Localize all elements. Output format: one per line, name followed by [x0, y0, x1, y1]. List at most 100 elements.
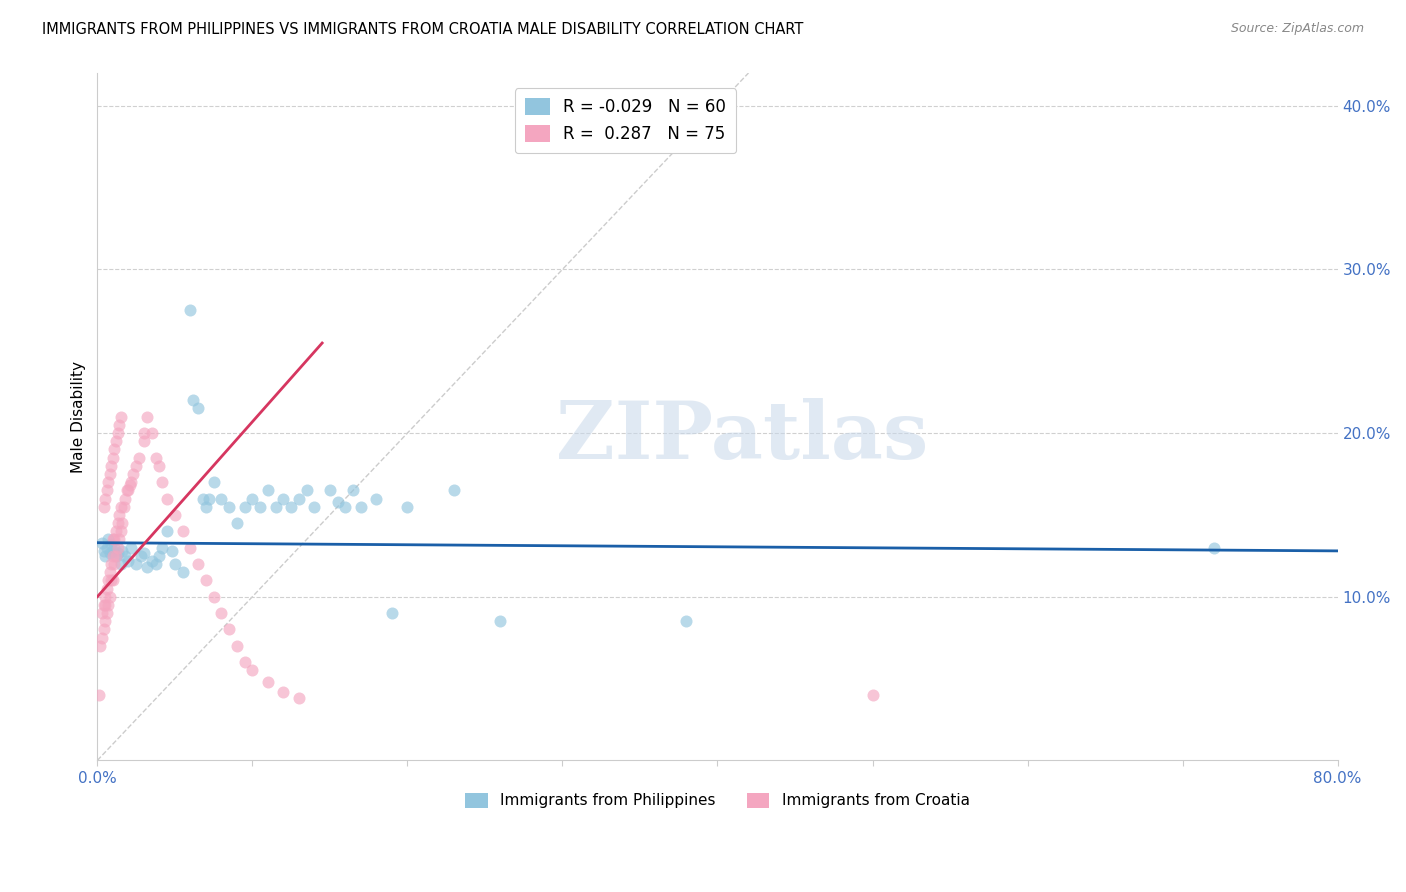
Point — [98, 565, 121, 579]
Point — [233, 500, 256, 514]
Point — [675, 614, 697, 628]
Legend: Immigrants from Philippines, Immigrants from Croatia: Immigrants from Philippines, Immigrants … — [460, 787, 976, 814]
Point — [160, 544, 183, 558]
Point — [489, 614, 512, 628]
Point — [100, 537, 122, 551]
Point — [104, 549, 127, 563]
Point — [156, 524, 179, 539]
Point — [100, 557, 122, 571]
Point — [443, 483, 465, 498]
Point — [93, 500, 115, 514]
Point — [163, 508, 186, 522]
Point — [179, 303, 201, 318]
Point — [87, 688, 110, 702]
Point — [101, 544, 124, 558]
Point — [101, 533, 124, 547]
Point — [125, 458, 148, 473]
Text: Source: ZipAtlas.com: Source: ZipAtlas.com — [1230, 22, 1364, 36]
Point — [97, 533, 120, 547]
Point — [107, 541, 129, 555]
Point — [108, 508, 131, 522]
Point — [107, 545, 129, 559]
Point — [94, 491, 117, 506]
Point — [128, 450, 150, 465]
Point — [94, 590, 117, 604]
Point — [103, 557, 125, 571]
Point — [191, 491, 214, 506]
Point — [98, 467, 121, 481]
Point — [148, 549, 170, 563]
Point — [91, 535, 114, 549]
Point — [96, 541, 118, 555]
Point — [141, 554, 163, 568]
Point — [96, 582, 118, 596]
Point — [202, 590, 225, 604]
Point — [97, 475, 120, 490]
Point — [280, 500, 302, 514]
Point — [233, 655, 256, 669]
Point — [91, 606, 114, 620]
Point — [94, 549, 117, 563]
Point — [209, 606, 232, 620]
Point — [114, 491, 136, 506]
Point — [104, 524, 127, 539]
Point — [172, 524, 194, 539]
Point — [145, 450, 167, 465]
Point — [862, 688, 884, 702]
Point — [120, 541, 142, 555]
Y-axis label: Male Disability: Male Disability — [72, 360, 86, 473]
Text: ZIPatlas: ZIPatlas — [557, 399, 928, 476]
Point — [107, 425, 129, 440]
Point — [335, 500, 357, 514]
Point — [288, 491, 311, 506]
Point — [198, 491, 221, 506]
Point — [117, 554, 139, 568]
Point — [98, 590, 121, 604]
Point — [93, 544, 115, 558]
Point — [125, 557, 148, 571]
Point — [152, 475, 174, 490]
Point — [304, 500, 326, 514]
Point — [295, 483, 318, 498]
Point — [103, 533, 125, 547]
Text: IMMIGRANTS FROM PHILIPPINES VS IMMIGRANTS FROM CROATIA MALE DISABILITY CORRELATI: IMMIGRANTS FROM PHILIPPINES VS IMMIGRANT… — [42, 22, 804, 37]
Point — [350, 500, 373, 514]
Point — [242, 491, 264, 506]
Point — [110, 500, 132, 514]
Point — [118, 478, 141, 492]
Point — [101, 549, 124, 563]
Point — [97, 598, 120, 612]
Point — [122, 467, 145, 481]
Point — [114, 549, 136, 563]
Point — [179, 541, 201, 555]
Point — [183, 393, 205, 408]
Point — [152, 541, 174, 555]
Point — [218, 500, 240, 514]
Point — [288, 691, 311, 706]
Point — [100, 458, 122, 473]
Point — [132, 434, 155, 449]
Point — [257, 674, 280, 689]
Point — [111, 516, 134, 530]
Point — [112, 500, 135, 514]
Point — [249, 500, 271, 514]
Point — [132, 545, 155, 559]
Point — [202, 475, 225, 490]
Point — [187, 557, 209, 571]
Point — [117, 483, 139, 498]
Point — [145, 557, 167, 571]
Point — [115, 483, 138, 498]
Point — [94, 614, 117, 628]
Point — [136, 409, 159, 424]
Point — [194, 500, 217, 514]
Point — [132, 425, 155, 440]
Point — [396, 500, 419, 514]
Point — [163, 557, 186, 571]
Point — [381, 606, 404, 620]
Point — [100, 574, 122, 588]
Point — [93, 623, 115, 637]
Point — [218, 623, 240, 637]
Point — [1202, 541, 1225, 555]
Point — [108, 533, 131, 547]
Point — [273, 491, 295, 506]
